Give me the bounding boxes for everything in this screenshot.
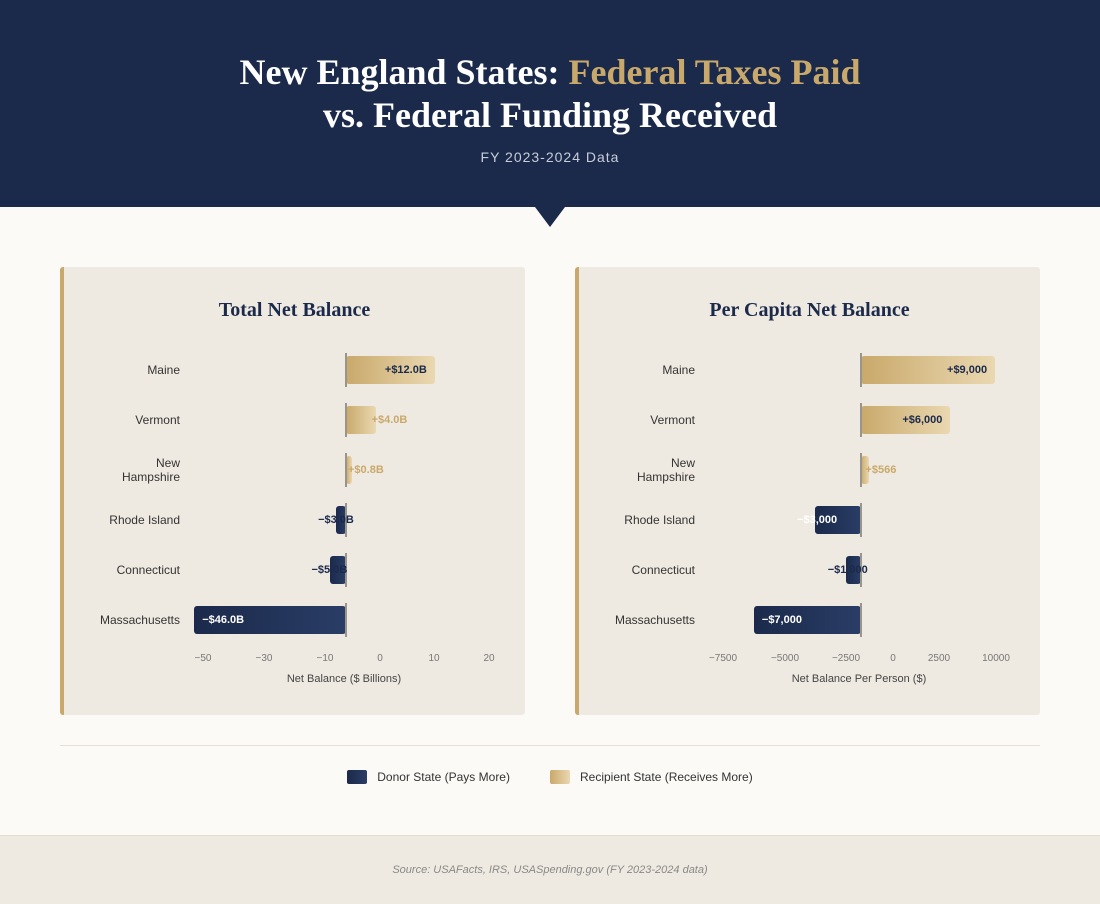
divider bbox=[60, 745, 1040, 746]
bar-connecticut bbox=[329, 556, 346, 584]
legend-recipient: Recipient State (Receives More) bbox=[549, 770, 753, 784]
value-label: −$5.0B bbox=[311, 564, 348, 576]
category-label: Massachusetts bbox=[99, 613, 180, 627]
zero-line bbox=[860, 403, 862, 437]
category-label: Connecticut bbox=[631, 563, 695, 577]
value-label: +$9,000 bbox=[947, 364, 988, 376]
x-tick-label: −7500 bbox=[708, 653, 738, 664]
x-tick-label: 10000 bbox=[982, 653, 1010, 664]
zero-line bbox=[860, 503, 862, 537]
zero-line bbox=[860, 603, 862, 637]
x-tick-label: −2500 bbox=[831, 653, 861, 664]
header-pointer bbox=[535, 207, 565, 227]
x-tick-label: 10 bbox=[428, 653, 440, 664]
bar-maine bbox=[861, 356, 996, 384]
bar-massachusetts bbox=[194, 606, 346, 634]
category-label: Maine bbox=[147, 363, 180, 377]
value-label: +$0.8B bbox=[348, 464, 384, 476]
title-part: vs. Federal Funding Received bbox=[323, 95, 777, 135]
x-tick-label: −30 bbox=[255, 653, 273, 664]
zero-line bbox=[860, 553, 862, 587]
x-tick-label: −5000 bbox=[770, 653, 800, 664]
x-tick-label: −10 bbox=[316, 653, 334, 664]
category-label: Vermont bbox=[135, 413, 180, 427]
zero-line bbox=[860, 453, 862, 487]
value-label: +$12.0B bbox=[384, 364, 427, 376]
category-label: Rhode Island bbox=[624, 513, 695, 527]
bar-rhode-island bbox=[336, 506, 346, 534]
donor-swatch bbox=[347, 770, 368, 784]
recipient-swatch bbox=[549, 770, 570, 784]
zero-line bbox=[345, 503, 347, 537]
x-tick-label: 0 bbox=[890, 653, 896, 664]
value-label: −$46.0B bbox=[202, 614, 245, 626]
legend: Donor State (Pays More) Recipient State … bbox=[0, 770, 1100, 784]
value-label: +$566 bbox=[865, 464, 897, 476]
category-label: Connecticut bbox=[116, 563, 180, 577]
value-label: +$6,000 bbox=[902, 414, 943, 426]
value-label: −$3,000 bbox=[797, 514, 838, 526]
bar-new-hampshire bbox=[346, 456, 352, 484]
legend-label: Donor State (Pays More) bbox=[377, 770, 510, 784]
bar-vermont bbox=[861, 406, 951, 434]
chart-title: Per Capita Net Balance bbox=[709, 299, 910, 321]
value-label: −$1,000 bbox=[827, 564, 868, 576]
bar-massachusetts bbox=[753, 606, 861, 634]
bar-connecticut bbox=[845, 556, 861, 584]
chart-title: Total Net Balance bbox=[218, 299, 371, 321]
legend-label: Recipient State (Receives More) bbox=[579, 770, 753, 784]
category-label: New Hampshire bbox=[121, 456, 180, 484]
x-tick-label: 0 bbox=[377, 653, 383, 664]
category-label: Rhode Island bbox=[109, 513, 180, 527]
title-part: New England States: bbox=[239, 52, 569, 92]
per-capita-chart: Per Capita Net Balance Maine +$9,000 Vermon… bbox=[575, 267, 1040, 715]
page-title: New England States: Federal Taxes Paid vs… bbox=[0, 0, 1100, 137]
bar-maine bbox=[346, 356, 435, 384]
x-tick-label: 20 bbox=[483, 653, 495, 664]
value-label: +$4.0B bbox=[371, 414, 408, 426]
header: New England States: Federal Taxes Paid vs… bbox=[0, 0, 1100, 207]
x-axis-label: Net Balance ($ Billions) bbox=[286, 673, 402, 685]
subtitle: FY 2023-2024 Data bbox=[480, 149, 620, 165]
x-tick-label: 2500 bbox=[927, 653, 951, 664]
category-label: Maine bbox=[662, 363, 695, 377]
zero-line bbox=[345, 453, 347, 487]
value-label: −$7,000 bbox=[761, 614, 802, 626]
x-tick-label: −50 bbox=[194, 653, 212, 664]
bar-rhode-island bbox=[815, 506, 861, 534]
zero-line bbox=[345, 353, 347, 387]
category-label: Massachusetts bbox=[614, 613, 695, 627]
zero-line bbox=[345, 553, 347, 587]
source-footer: Source: USAFacts, IRS, USASpending.gov (… bbox=[0, 835, 1100, 904]
title-highlight: Federal Taxes Paid bbox=[568, 52, 861, 92]
zero-line bbox=[345, 603, 347, 637]
category-label: New Hampshire bbox=[636, 456, 695, 484]
total-net-balance-chart: Total Net Balance Maine +$12.0B Vermont +$4.… bbox=[60, 267, 525, 715]
zero-line bbox=[345, 403, 347, 437]
x-axis-label: Net Balance Per Person ($) bbox=[791, 673, 927, 685]
bar-vermont bbox=[346, 406, 376, 434]
legend-donor: Donor State (Pays More) bbox=[347, 770, 510, 784]
zero-line bbox=[860, 353, 862, 387]
bar-new-hampshire bbox=[861, 456, 870, 484]
value-label: −$3.0B bbox=[318, 514, 354, 526]
category-label: Vermont bbox=[650, 413, 695, 427]
